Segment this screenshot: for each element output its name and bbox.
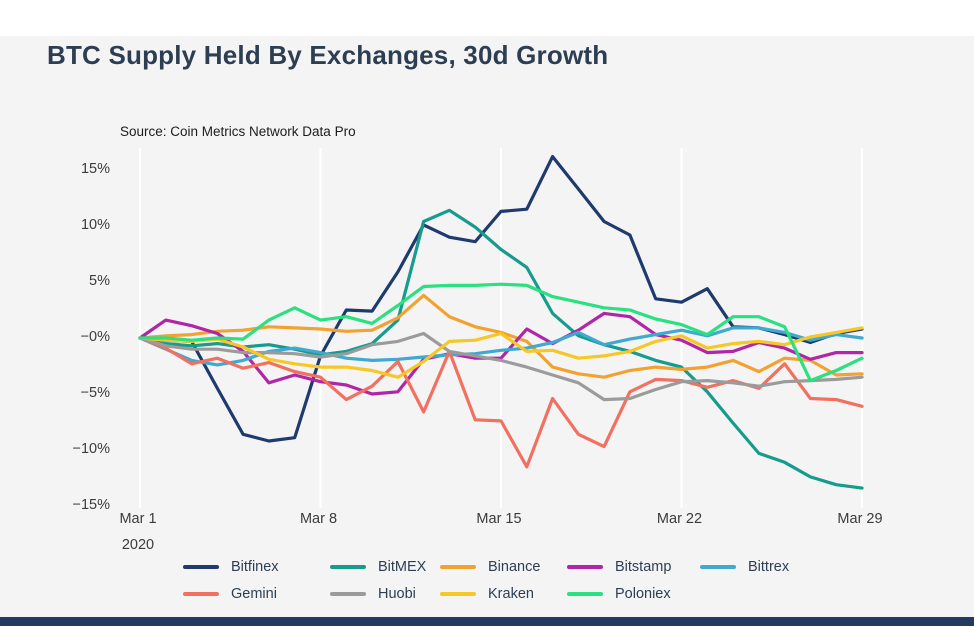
legend-item-bitmex: BitMEX — [330, 556, 426, 578]
legend-label-bitmex: BitMEX — [378, 559, 427, 575]
legend-item-bittrex: Bittrex — [700, 556, 789, 578]
legend-label-gemini: Gemini — [231, 586, 277, 602]
legend-swatch-bitfinex — [183, 565, 219, 569]
legend-label-bitstamp: Bitstamp — [615, 559, 672, 575]
x-axis-label: Mar 29 — [837, 511, 883, 527]
legend-swatch-binance — [440, 565, 476, 569]
series-line-huobi — [138, 331, 864, 402]
legend-label-huobi: Huobi — [378, 586, 416, 602]
y-axis-label: 5% — [89, 273, 110, 289]
x-axis-year-label: 2020 — [121, 537, 155, 553]
legend-swatch-bitmex — [330, 565, 366, 569]
x-axis-label: Mar 22 — [656, 511, 703, 527]
series-line-kraken — [138, 326, 864, 379]
x-axis-label: Mar 15 — [476, 511, 522, 527]
y-axis-label: −5% — [80, 385, 110, 401]
legend-item-bitstamp: Bitstamp — [567, 556, 671, 578]
legend-item-kraken: Kraken — [440, 583, 534, 605]
x-axis-label: Mar 1 — [119, 511, 157, 527]
bottom-bar — [0, 617, 974, 626]
legend-item-binance: Binance — [440, 556, 540, 578]
legend-item-poloniex: Poloniex — [567, 583, 671, 605]
legend-swatch-bittrex — [700, 565, 736, 569]
source-label: Source: Coin Metrics Network Data Pro — [120, 124, 356, 139]
x-axis-label: Mar 8 — [299, 511, 338, 527]
legend-swatch-bitstamp — [567, 565, 603, 569]
legend-item-huobi: Huobi — [330, 583, 416, 605]
y-axis-label: −10% — [72, 441, 111, 457]
legend-label-binance: Binance — [488, 559, 541, 575]
y-axis-label: −15% — [72, 497, 111, 513]
legend-swatch-poloniex — [567, 592, 603, 596]
legend-swatch-gemini — [183, 592, 219, 596]
series-line-poloniex — [138, 282, 864, 383]
series-line-bitstamp — [138, 311, 864, 396]
legend-swatch-kraken — [440, 592, 476, 596]
y-axis-label: −0% — [80, 329, 110, 345]
legend-item-gemini: Gemini — [183, 583, 277, 605]
y-axis-label: 15% — [80, 161, 110, 177]
legend-label-bittrex: Bittrex — [748, 559, 790, 575]
chart-panel-background — [0, 36, 974, 617]
legend-label-bitfinex: Bitfinex — [231, 559, 279, 575]
page-title: BTC Supply Held By Exchanges, 30d Growth — [47, 40, 609, 70]
series-line-bitmex — [138, 208, 864, 490]
legend-label-kraken: Kraken — [488, 586, 534, 602]
y-axis-label: 10% — [80, 217, 110, 233]
legend-label-poloniex: Poloniex — [615, 586, 671, 602]
legend-swatch-huobi — [330, 592, 366, 596]
legend-item-bitfinex: Bitfinex — [183, 556, 279, 578]
